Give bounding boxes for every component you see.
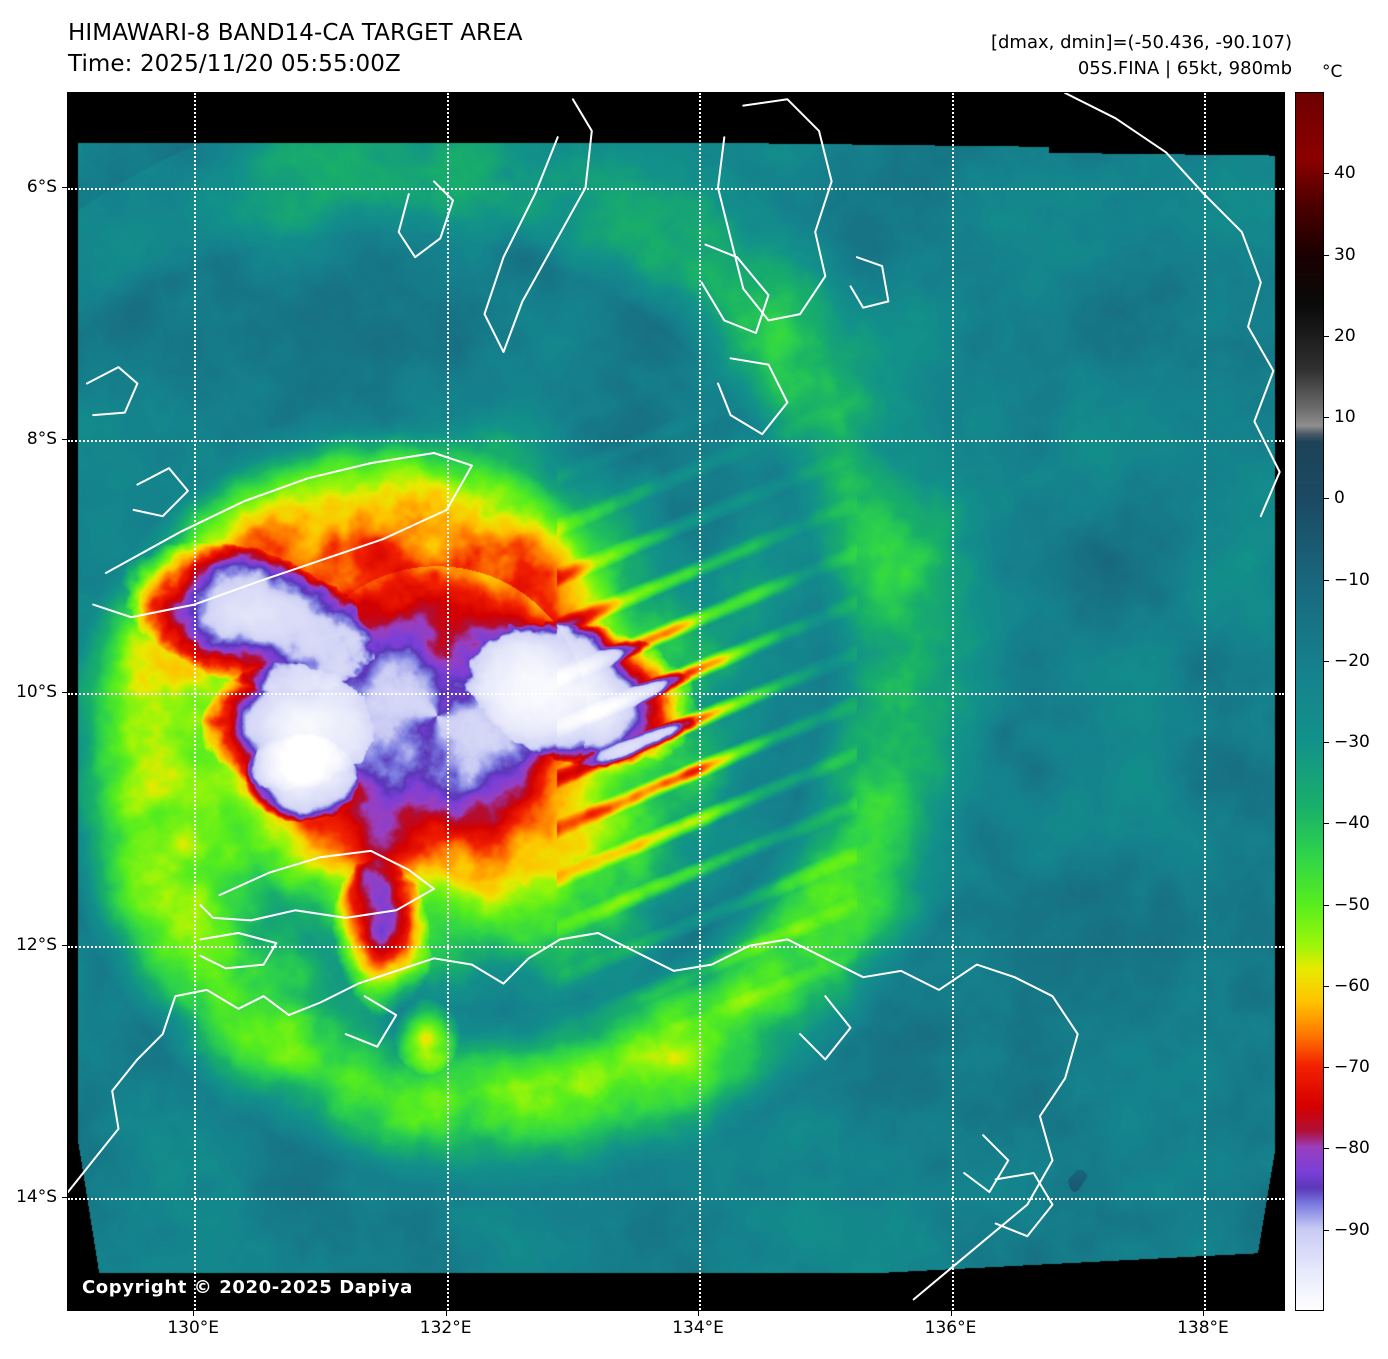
colorbar-gradient xyxy=(1296,93,1323,1310)
colorbar-tick-label: 20 xyxy=(1334,325,1356,346)
colorbar-tick-mark xyxy=(1324,904,1329,906)
colorbar-unit-label: °C xyxy=(1322,62,1343,82)
y-axis-tick-label: 6°S xyxy=(26,176,57,197)
coastline-overlay xyxy=(68,93,1281,1301)
colorbar-tick-label: −10 xyxy=(1334,569,1370,590)
colorbar-tick-label: −90 xyxy=(1334,1219,1370,1240)
y-axis-tick-label: 14°S xyxy=(16,1187,57,1208)
y-axis-tick-label: 12°S xyxy=(16,934,57,955)
colorbar-tick-mark xyxy=(1324,1229,1329,1231)
x-axis-tick-mark xyxy=(193,1311,195,1316)
x-axis-tick-label: 138°E xyxy=(1177,1318,1229,1338)
x-axis-tick-label: 130°E xyxy=(167,1318,220,1338)
x-axis-tick-mark xyxy=(445,1311,447,1316)
coastline-path xyxy=(963,1134,1010,1193)
coastline-path xyxy=(397,180,454,259)
colorbar-tick-label: −70 xyxy=(1334,1057,1370,1078)
map-plot-area[interactable]: Copyright © 2020-2025 Dapiya xyxy=(67,92,1285,1311)
coastline-path xyxy=(717,357,789,436)
colorbar-tick-mark xyxy=(1324,417,1329,419)
coastline-path xyxy=(799,995,852,1061)
y-axis-tick-mark xyxy=(62,944,67,946)
infrared-brightness-temperature-raster xyxy=(68,93,1284,1310)
colorbar-tick-mark xyxy=(1324,1148,1329,1150)
title-line-2: Time: 2025/11/20 05:55:00Z xyxy=(68,51,401,77)
coastline-path xyxy=(132,467,189,518)
colorbar-tick-mark xyxy=(1324,173,1329,175)
x-axis-tick-label: 134°E xyxy=(672,1318,724,1338)
x-axis-tick-label: 132°E xyxy=(419,1318,472,1338)
coastline-path xyxy=(849,256,890,309)
y-axis-tick-label: 8°S xyxy=(26,429,57,450)
coastline-path xyxy=(199,849,435,922)
coastline-path xyxy=(344,995,398,1048)
coastline-path xyxy=(483,98,593,353)
coastline-path xyxy=(85,366,139,417)
data-range-label: [dmax, dmin]=(-50.436, -90.107) xyxy=(990,32,1292,53)
colorbar-tick-mark xyxy=(1324,579,1329,581)
colorbar-tick-label: −30 xyxy=(1334,732,1370,753)
x-axis-tick-label: 136°E xyxy=(924,1318,977,1338)
satellite-imagery-layer xyxy=(68,93,1284,1310)
colorbar-tick-label: 0 xyxy=(1334,488,1345,509)
colorbar-tick-mark xyxy=(1324,985,1329,987)
colorbar-tick-mark xyxy=(1324,335,1329,337)
y-axis-tick-mark xyxy=(62,692,67,694)
x-axis-tick-mark xyxy=(1202,1311,1204,1316)
y-axis-tick-label: 10°S xyxy=(16,682,57,703)
coastline-path xyxy=(68,932,1079,1301)
colorbar-tick-label: −20 xyxy=(1334,650,1370,671)
coastline-path xyxy=(199,932,278,970)
colorbar-tick-label: −40 xyxy=(1334,813,1370,834)
coastline-path xyxy=(700,243,770,334)
copyright-notice: Copyright © 2020-2025 Dapiya xyxy=(82,1277,413,1298)
colorbar-tick-mark xyxy=(1324,660,1329,662)
figure-title: HIMAWARI-8 BAND14-CA TARGET AREA Time: 2… xyxy=(68,18,523,80)
coastline-path xyxy=(1064,93,1281,518)
y-axis-tick-mark xyxy=(62,186,67,188)
storm-info-label: 05S.FINA | 65kt, 980mb xyxy=(1077,58,1292,79)
x-axis-tick-mark xyxy=(698,1311,700,1316)
colorbar-tick-label: 30 xyxy=(1334,244,1356,265)
coastline-path xyxy=(92,452,473,619)
colorbar-tick-mark xyxy=(1324,1067,1329,1069)
temperature-colorbar[interactable] xyxy=(1295,92,1324,1311)
x-axis-tick-mark xyxy=(950,1311,952,1316)
title-line-1: HIMAWARI-8 BAND14-CA TARGET AREA xyxy=(68,20,523,46)
colorbar-tick-mark xyxy=(1324,742,1329,744)
y-axis-tick-mark xyxy=(62,1197,67,1199)
coastline-path xyxy=(994,1172,1054,1238)
y-axis-tick-mark xyxy=(62,439,67,441)
colorbar-tick-label: −80 xyxy=(1334,1138,1370,1159)
colorbar-tick-label: 40 xyxy=(1334,163,1356,184)
figure-metadata: [dmax, dmin]=(-50.436, -90.107) 05S.FINA… xyxy=(991,30,1292,82)
colorbar-tick-mark xyxy=(1324,823,1329,825)
colorbar-tick-label: −50 xyxy=(1334,894,1370,915)
colorbar-tick-mark xyxy=(1324,498,1329,500)
colorbar-tick-label: −60 xyxy=(1334,975,1370,996)
colorbar-tick-label: 10 xyxy=(1334,407,1356,428)
colorbar-tick-mark xyxy=(1324,254,1329,256)
coastline-path xyxy=(717,98,833,322)
